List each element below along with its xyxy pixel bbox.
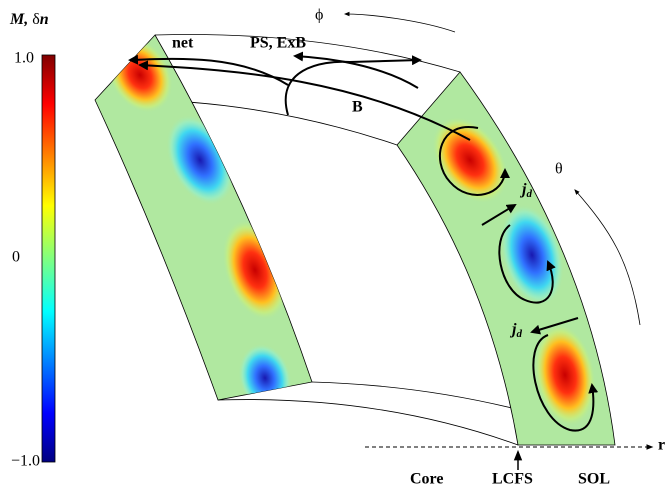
- colorbar: [42, 55, 55, 462]
- label-n: n: [40, 11, 49, 28]
- colorbar-label: M,δn: [9, 11, 49, 28]
- b-label: B: [352, 99, 363, 116]
- label-delta: δ: [32, 11, 40, 28]
- diagram: M,δn 1.0 0 −1.0 ϕ net PS, ExB B θ jd jd …: [0, 0, 669, 492]
- sol-label: SOL: [578, 471, 610, 488]
- wire: [218, 400, 518, 445]
- phi-label: ϕ: [315, 7, 323, 24]
- colorbar-tick: 1.0: [14, 50, 34, 67]
- wire: [312, 382, 520, 410]
- wire: [155, 34, 460, 72]
- net-label: net: [172, 35, 194, 52]
- d: d: [526, 188, 532, 200]
- core-label: Core: [410, 471, 443, 488]
- label-m: M,: [9, 11, 28, 28]
- r-label: r: [658, 437, 665, 454]
- theta-label: θ: [555, 161, 563, 178]
- d: d: [516, 328, 522, 340]
- theta-arrow: [575, 190, 640, 325]
- phi-arrow: [345, 14, 455, 32]
- colorbar-tick: −1.0: [11, 453, 40, 470]
- colorbar-tick: 0: [12, 249, 20, 266]
- lcfs-label: LCFS: [492, 471, 533, 488]
- psexb-label: PS, ExB: [250, 35, 306, 52]
